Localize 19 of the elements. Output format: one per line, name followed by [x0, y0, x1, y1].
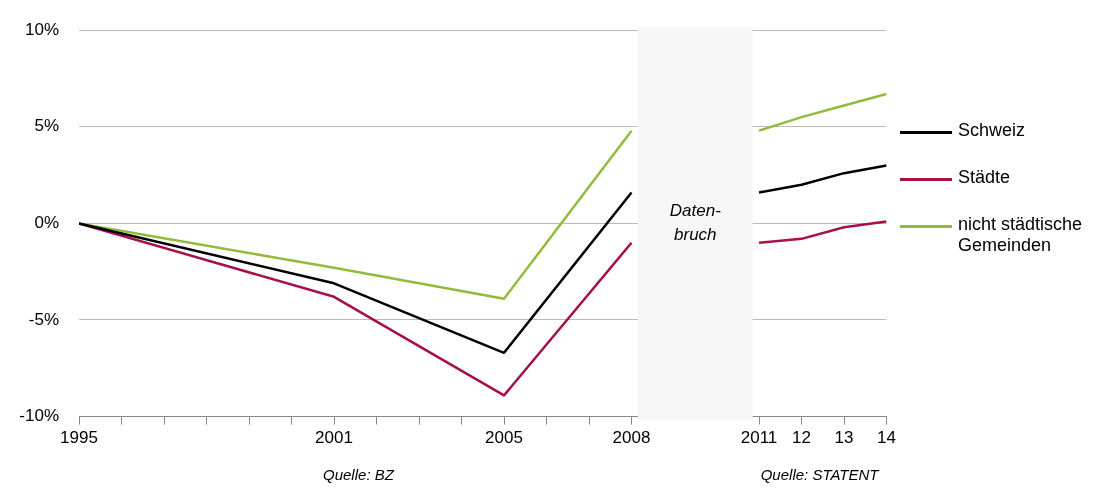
x-tick-label: 2005	[485, 428, 523, 448]
y-tick-label: 10%	[24, 19, 59, 39]
y-tick-label: -10%	[19, 406, 59, 426]
x-tick-label: 2011	[740, 428, 778, 448]
legend-label: nicht städtische Gemeinden	[958, 214, 1084, 256]
x-tick-label: 13	[834, 428, 854, 448]
legend-label: Städte	[958, 167, 1011, 188]
y-tick-label: 5%	[34, 116, 59, 136]
x-tick-label: 12	[792, 428, 811, 448]
source-note: Quelle: STATENT	[760, 466, 881, 484]
y-tick-label: 0%	[34, 213, 59, 233]
x-tick-label: 1995	[60, 428, 98, 448]
x-tick-label: 2008	[612, 428, 651, 448]
source-note: Quelle: BZ	[323, 466, 395, 484]
band-label: Daten- bruch	[669, 201, 722, 245]
legend-label: Schweiz	[958, 120, 1026, 141]
x-tick-label: 14	[877, 428, 897, 448]
x-tick-label: 2001	[315, 428, 353, 448]
y-tick-label: -5%	[28, 309, 59, 329]
